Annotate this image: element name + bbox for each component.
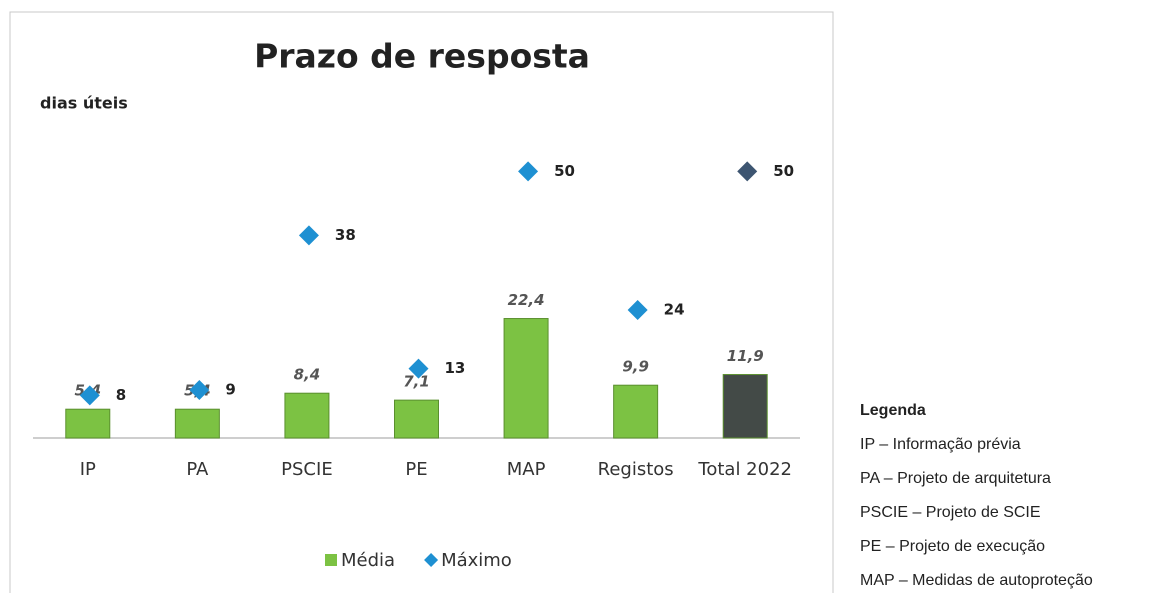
marker-value-label: 8 <box>116 386 126 404</box>
bar-value-label: 9,9 <box>622 358 649 376</box>
x-tick-label: PA <box>186 459 209 480</box>
max-marker <box>627 300 648 320</box>
marker-value-label: 38 <box>335 226 356 244</box>
max-marker <box>189 380 210 400</box>
x-tick-label: PSCIE <box>281 459 333 480</box>
x-tick-label: MAP <box>507 459 546 480</box>
bar <box>174 408 220 439</box>
marker-value-label: 50 <box>554 162 575 180</box>
legend-swatch <box>424 553 439 567</box>
bar-value-label: 22,4 <box>508 291 545 309</box>
notes-item: PSCIE – Projeto de SCIE <box>860 504 1041 521</box>
max-marker <box>737 161 758 182</box>
legend-label: Média <box>341 550 395 571</box>
chart-title: Prazo de resposta <box>254 37 590 76</box>
max-marker <box>79 385 100 406</box>
x-tick-label: PE <box>405 459 427 480</box>
notes-title: Legenda <box>860 402 926 419</box>
legend-swatch <box>325 554 337 566</box>
marker-value-label: 13 <box>445 359 466 377</box>
bar-value-label: 8,4 <box>294 366 321 384</box>
bar <box>613 384 659 439</box>
bar <box>394 399 439 439</box>
bar-value-label: 7,1 <box>403 373 430 391</box>
x-tick-label: Total 2022 <box>697 459 792 480</box>
bar-value-label: 11,9 <box>727 347 764 365</box>
chart-frame <box>9 11 834 593</box>
bar <box>284 392 330 439</box>
notes-item: PA – Projeto de arquitetura <box>860 470 1051 487</box>
bar <box>65 408 111 439</box>
notes-item: PE – Projeto de execução <box>860 538 1045 555</box>
max-marker <box>408 358 429 379</box>
marker-value-label: 9 <box>225 381 235 399</box>
max-marker <box>298 225 319 246</box>
bar <box>503 318 549 439</box>
x-tick-label: Registos <box>598 459 674 480</box>
marker-value-label: 50 <box>773 162 794 180</box>
notes-item: IP – Informação prévia <box>860 436 1021 453</box>
marker-value-label: 24 <box>664 301 685 319</box>
y-axis-label: dias úteis <box>40 94 128 113</box>
bar <box>722 374 768 439</box>
legend-label: Máximo <box>441 550 512 571</box>
max-marker <box>518 161 539 182</box>
x-tick-label: IP <box>80 459 96 480</box>
notes-item: MAP – Medidas de autoproteção <box>860 572 1093 589</box>
